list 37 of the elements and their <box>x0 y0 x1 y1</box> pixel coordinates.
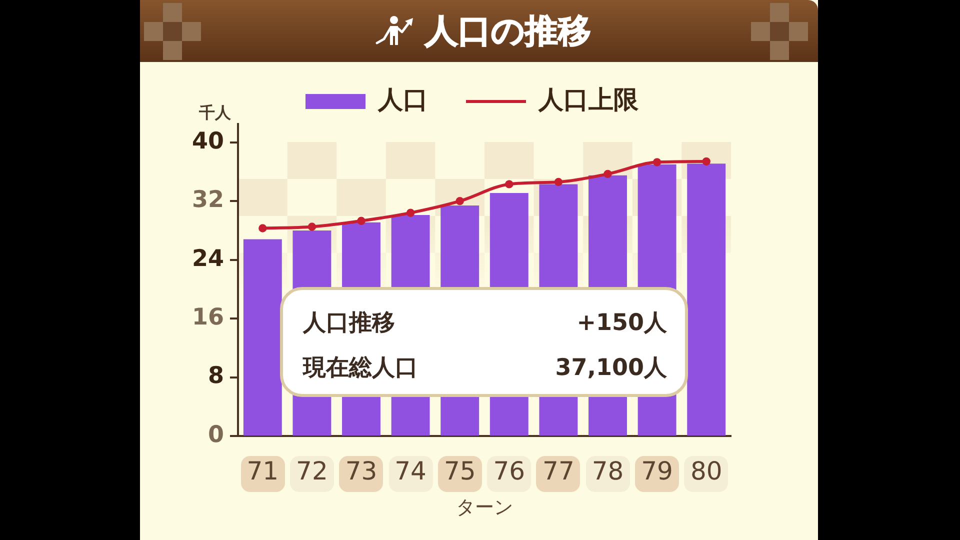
x-tick-label: 78 <box>592 456 624 486</box>
point <box>505 180 514 188</box>
bar <box>687 164 726 436</box>
point <box>406 208 415 217</box>
y-tick-label: 8 <box>208 363 224 390</box>
x-tick-label: 77 <box>542 456 574 486</box>
y-tick-label: 32 <box>192 187 224 214</box>
point <box>456 196 464 206</box>
y-tick-label: 40 <box>192 128 224 154</box>
y-tick-label: 16 <box>192 304 224 331</box>
point <box>357 216 366 226</box>
bar <box>243 239 282 436</box>
annotation: +150人 <box>576 308 667 338</box>
x-tick-label: 74 <box>394 456 426 486</box>
annotation: 現在総人口 <box>303 354 418 382</box>
y-axis-title: 千人 <box>198 103 232 122</box>
legend-label: 人口 <box>377 85 428 114</box>
y-tick-label: 24 <box>192 246 224 272</box>
legend-label: 人口上限 <box>538 85 640 114</box>
point <box>702 157 710 166</box>
annotation: 37,100人 <box>555 354 667 382</box>
y-tick-label: 0 <box>208 422 224 448</box>
x-tick-label: 79 <box>641 456 673 486</box>
x-axis-title: ターン <box>456 496 513 519</box>
point <box>652 158 662 166</box>
point <box>604 170 612 178</box>
x-tick-label: 80 <box>690 456 722 486</box>
point <box>308 222 316 231</box>
point <box>258 224 267 232</box>
x-tick-label: 72 <box>296 456 328 486</box>
annotation: 人口推移 <box>303 308 395 338</box>
x-tick-label: 75 <box>444 456 476 486</box>
chart-title: 人口の推移 <box>425 11 591 50</box>
point <box>554 178 563 186</box>
x-tick-label: 73 <box>345 456 378 486</box>
x-tick-label: 76 <box>493 456 526 486</box>
x-tick-label: 71 <box>246 456 279 486</box>
